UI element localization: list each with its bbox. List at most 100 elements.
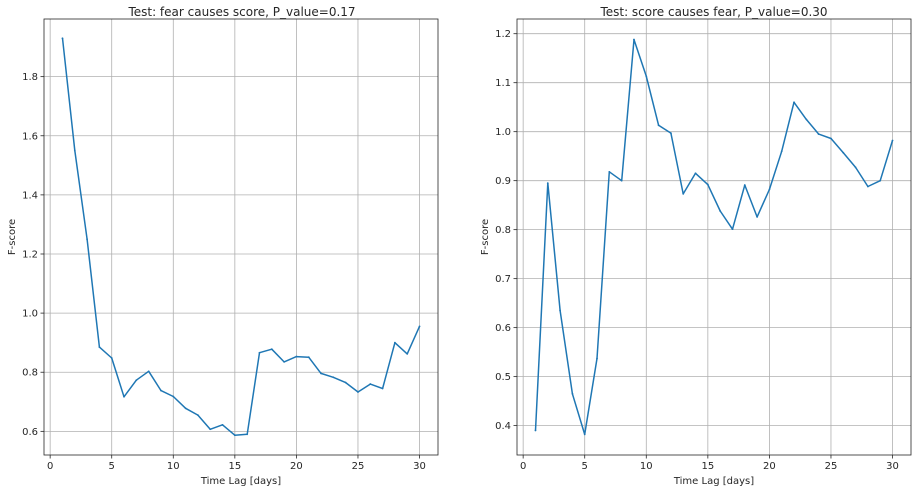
- chart-right-plot-frame: [516, 18, 912, 456]
- chart-left-data-point: [73, 149, 76, 152]
- chart-right-y-tick-label: 0.5: [495, 372, 511, 383]
- chart-left-data-point: [381, 387, 384, 390]
- chart-right-data-point: [620, 179, 623, 182]
- chart-left-data-point: [406, 353, 409, 355]
- chart-right-data-point: [805, 118, 808, 121]
- chart-right-data-point: [817, 133, 820, 136]
- chart-right-x-tick-label: 10: [640, 461, 653, 472]
- chart-right-data-point: [768, 188, 771, 191]
- chart-right-series: [534, 38, 894, 436]
- chart-left-series-line: [61, 38, 421, 436]
- chart-right-data-point: [854, 166, 857, 169]
- chart-right-data-point: [546, 182, 549, 185]
- chart-left-data-point: [320, 372, 322, 375]
- chart-left-series: [61, 37, 421, 437]
- chart-right-x-tick-label: 20: [763, 461, 776, 472]
- chart-left-x-tick-label: 10: [167, 461, 180, 472]
- chart-left-x-tick-label: 20: [290, 461, 303, 472]
- chart-left-x-tick-label: 15: [228, 461, 241, 472]
- chart-right-data-point: [657, 124, 660, 127]
- chart-right-data-point: [842, 151, 845, 154]
- chart-right-data-point: [559, 309, 561, 312]
- chart-right-data-point: [743, 184, 746, 186]
- chart-right-data-point: [682, 192, 685, 195]
- chart-left-data-point: [98, 346, 101, 349]
- chart-left-y-axis-label: F-score: [7, 219, 18, 255]
- chart-right-data-point: [780, 150, 783, 153]
- chart-left-y-tick-label: 0.8: [22, 368, 38, 379]
- chart-left-plot-frame: [43, 18, 439, 456]
- chart-right-title: Test: score causes fear, P_value=0.30: [599, 5, 827, 19]
- chart-right-y-tick-label: 0.8: [495, 225, 511, 236]
- chart-left-title: Test: fear causes score, P_value=0.17: [127, 5, 355, 19]
- chart-right-y-tick-label: 1.1: [495, 78, 511, 89]
- chart-left-data-point: [61, 37, 64, 40]
- chart-left-data-point: [344, 381, 347, 384]
- chart-right-grid: [517, 19, 911, 455]
- chart-right-data-point: [879, 179, 882, 182]
- chart-right-data-point: [867, 185, 869, 188]
- chart-right-y-tick-label: 0.6: [495, 323, 511, 334]
- chart-right-data-point: [583, 433, 586, 436]
- chart-right-x-tick-label: 0: [520, 461, 526, 472]
- chart-left-data-point: [418, 325, 421, 328]
- chart-right-data-point: [719, 210, 722, 212]
- chart-right-y-tick-label: 1.0: [495, 127, 511, 138]
- chart-left-data-point: [221, 423, 224, 426]
- chart-right-y-axis-label: F-score: [480, 219, 491, 255]
- chart-right-data-point: [571, 392, 574, 395]
- chart-right-data-point: [891, 139, 894, 142]
- chart-left-y-ticks: 0.6 0.8 1.0 1.2 1.4 1.6 1.8: [22, 72, 44, 438]
- chart-left-x-tick-label: 5: [109, 461, 115, 472]
- chart-right-data-point: [608, 170, 611, 173]
- chart-left-x-tick-label: 0: [47, 461, 53, 472]
- chart-right-y-tick-label: 0.9: [495, 176, 511, 187]
- chart-right: Test: score causes fear, P_value=0.30 0 5…: [480, 5, 912, 487]
- chart-left-data-point: [110, 357, 113, 359]
- chart-left-data-point: [283, 360, 285, 363]
- chart-right-y-ticks: 0.4 0.5 0.6 0.7 0.8 0.9 1.0 1.1 1.2: [495, 29, 517, 432]
- chart-right-data-point: [756, 216, 758, 218]
- chart-right-data-point: [670, 132, 672, 135]
- chart-right-x-tick-label: 15: [701, 461, 714, 472]
- chart-left-data-point: [394, 341, 396, 344]
- chart-right-y-tick-label: 1.2: [495, 29, 511, 40]
- chart-right-data-point: [633, 38, 635, 41]
- chart-right-series-line: [534, 38, 894, 436]
- chart-left: Test: fear causes score, P_value=0.17 0 5…: [7, 5, 439, 487]
- chart-right-x-tick-label: 30: [886, 461, 899, 472]
- chart-left-data-point: [172, 395, 175, 398]
- chart-right-data-point: [793, 101, 795, 104]
- chart-right-data-point: [830, 137, 832, 140]
- chart-left-x-tick-label: 25: [352, 461, 365, 472]
- chart-left-data-point: [135, 379, 138, 382]
- chart-right-x-ticks: 0 5 10 15 20 25 30: [520, 455, 899, 472]
- chart-left-data-point: [86, 238, 88, 241]
- chart-right-data-point: [731, 228, 734, 231]
- chart-left-y-tick-label: 1.4: [22, 190, 38, 201]
- chart-left-data-point: [233, 434, 236, 437]
- chart-left-y-tick-label: 0.6: [22, 427, 38, 438]
- chart-right-x-tick-label: 25: [825, 461, 838, 472]
- chart-right-x-axis-label: Time Lag [days]: [673, 476, 754, 487]
- chart-left-data-point: [357, 391, 359, 393]
- chart-right-data-point: [596, 357, 598, 360]
- chart-right-y-tick-label: 0.7: [495, 274, 511, 285]
- chart-left-data-point: [258, 351, 261, 354]
- chart-left-data-point: [123, 395, 125, 398]
- chart-left-data-point: [197, 414, 199, 416]
- chart-right-data-point: [645, 75, 648, 78]
- chart-right-y-tick-label: 0.4: [495, 421, 511, 432]
- chart-left-data-point: [184, 407, 187, 410]
- chart-right-data-point: [534, 429, 537, 432]
- chart-right-data-point: [706, 183, 709, 186]
- chart-left-data-point: [369, 383, 372, 385]
- chart-left-y-tick-label: 1.2: [22, 249, 38, 260]
- chart-left-data-point: [209, 428, 212, 431]
- chart-left-y-tick-label: 1.6: [22, 131, 38, 142]
- chart-left-data-point: [160, 389, 162, 392]
- chart-left-x-ticks: 0 5 10 15 20 25 30: [47, 455, 426, 472]
- chart-left-data-point: [295, 355, 298, 358]
